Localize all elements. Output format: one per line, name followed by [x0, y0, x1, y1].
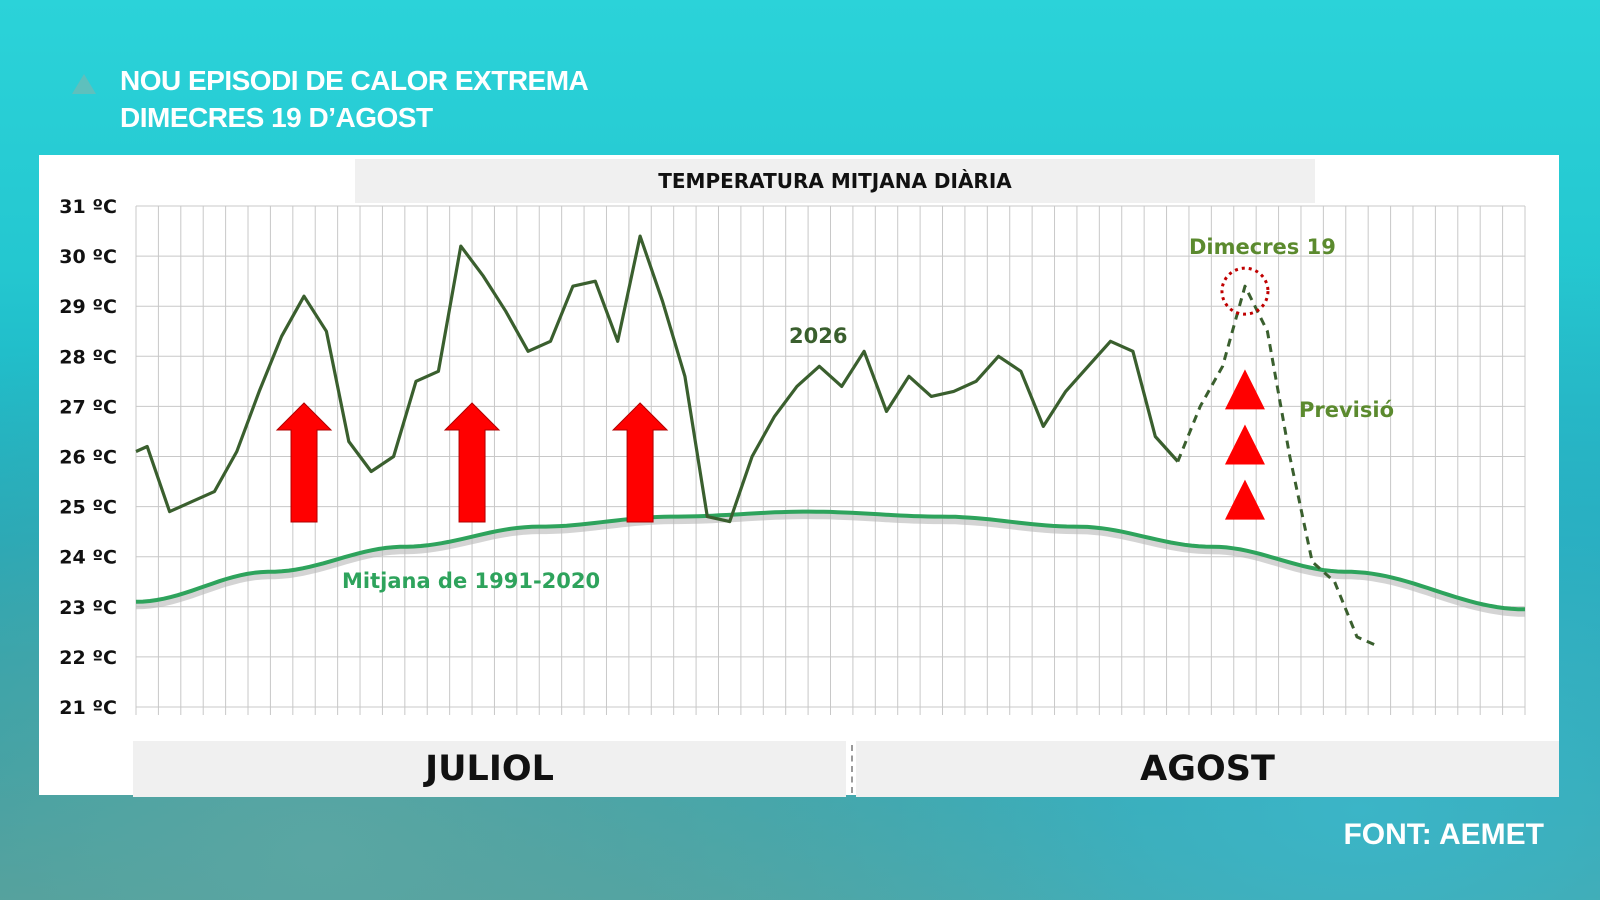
chart-svg: 21 ºC 22 ºC 23 ºC 24 ºC 25 ºC 26 ºC 27 ºC 28 ºC…	[59, 196, 1526, 719]
month-label-july: JULIOL	[133, 741, 846, 797]
series-2026-line	[135, 234, 1179, 524]
y-tick-label: 29 ºC	[59, 296, 117, 318]
y-tick-label: 27 ºC	[59, 396, 117, 418]
label-2026: 2026	[789, 324, 847, 348]
red-triangle-icon	[1224, 369, 1265, 410]
warning-icon	[72, 74, 96, 94]
headline-subtitle: DIMECRES 19 D’AGOST	[120, 102, 433, 133]
y-tick-label: 22 ºC	[59, 647, 117, 669]
y-tick-label: 30 ºC	[59, 246, 117, 268]
label-mean-1991-2020: Mitjana de 1991-2020	[342, 569, 600, 593]
y-tick-label: 23 ºC	[59, 597, 117, 619]
up-arrow-icon	[611, 402, 669, 523]
month-label-august: AGOST	[856, 741, 1559, 797]
y-tick-label: 25 ºC	[59, 497, 117, 519]
up-arrow-icon	[443, 402, 501, 523]
forecast-series-line	[1176, 284, 1381, 649]
chart-panel: TEMPERATURA MITJANA DIÀRIA 21 ºC 22 ºC 23 …	[39, 155, 1559, 797]
y-tick-label: 21 ºC	[59, 697, 117, 719]
chart-title: TEMPERATURA MITJANA DIÀRIA	[355, 159, 1315, 203]
label-highlight-day: Dimecres 19	[1189, 235, 1336, 259]
label-forecast: Previsió	[1299, 398, 1394, 422]
red-triangle-icon	[1224, 424, 1265, 465]
up-arrow-icon	[275, 402, 333, 523]
y-tick-label: 31 ºC	[59, 196, 117, 218]
source-credit: FONT: AEMET	[1343, 818, 1544, 851]
header-titles: NOU EPISODI DE CALOR EXTREMA DIMECRES 19…	[120, 62, 589, 136]
month-divider	[851, 745, 853, 793]
y-tick-label: 24 ºC	[59, 547, 117, 569]
mean-series-shadow	[135, 510, 1526, 617]
headline-title: NOU EPISODI DE CALOR EXTREMA	[120, 65, 589, 96]
mean-series-line	[135, 509, 1526, 612]
y-tick-label: 28 ºC	[59, 346, 117, 368]
y-tick-label: 26 ºC	[59, 447, 117, 469]
red-triangle-icon	[1224, 479, 1265, 520]
header: NOU EPISODI DE CALOR EXTREMA DIMECRES 19…	[72, 62, 589, 136]
